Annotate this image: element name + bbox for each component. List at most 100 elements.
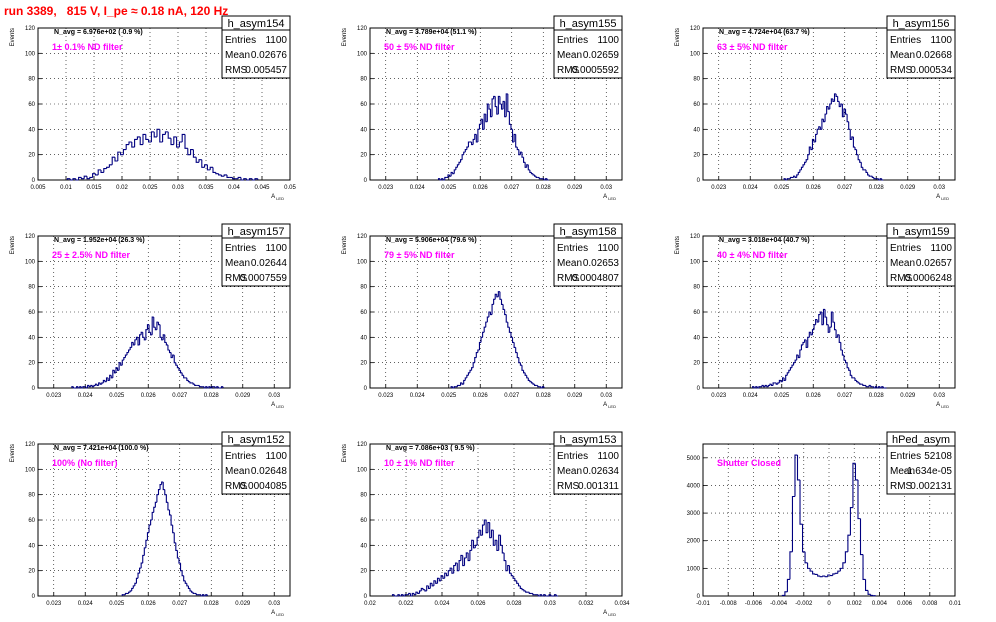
- histogram-bin: [464, 377, 467, 381]
- histogram-bin: [752, 386, 755, 388]
- x-tick-label: 0.024: [743, 393, 759, 399]
- histogram-bin: [409, 593, 413, 597]
- histogram-bin: [786, 372, 789, 376]
- histogram-bin: [508, 327, 511, 333]
- x-axis-label: A LED: [603, 402, 616, 409]
- x-tick-label: 0.02: [116, 185, 128, 191]
- histogram-bin: [478, 123, 482, 130]
- histogram-bin: [471, 539, 474, 551]
- histogram-bin: [164, 131, 169, 135]
- histogram-bin: [154, 501, 157, 508]
- histogram-bin: [192, 382, 195, 385]
- histogram-bin: [755, 386, 758, 388]
- histogram-bin: [477, 128, 480, 142]
- histogram-bin: [498, 534, 501, 551]
- histogram-panel: 0.005 0.01 0.015 0.02 0.025 0.03 0.035 0.04 0.04…: [10, 15, 296, 201]
- histogram-bin: [857, 381, 860, 384]
- y-tick-label: 60: [28, 518, 35, 524]
- stats-box: h_asym152 Entries 1100 Mean 0.02648RMS0.0004…: [221, 431, 291, 495]
- histogram-bin: [168, 509, 172, 516]
- y-tick-label: 0: [32, 594, 36, 600]
- histogram-bin: [805, 339, 808, 349]
- y-tick-label: 20: [693, 361, 700, 367]
- histogram-bin: [516, 580, 519, 584]
- histogram-bin: [204, 164, 208, 168]
- y-tick-label: 100: [357, 467, 368, 473]
- histogram-bin: [862, 167, 865, 171]
- histogram-bin: [826, 317, 829, 326]
- histogram-bin: [135, 336, 139, 340]
- x-tick-label: 0.015: [86, 185, 102, 191]
- x-tick-label: 0.005: [30, 185, 46, 191]
- histogram-bin: [82, 386, 85, 388]
- stats-label: Entries: [890, 451, 921, 462]
- histogram-bin: [170, 138, 174, 146]
- stats-value: 0.0005592: [572, 65, 620, 76]
- histogram-bin: [240, 177, 244, 181]
- stats-label: RMS: [890, 481, 913, 492]
- stats-frame: [886, 15, 956, 79]
- histogram-bin: [839, 567, 843, 572]
- navg-label: N_avg = 6.976e+02 ( 0.9 %): [54, 29, 143, 36]
- histogram-bin: [109, 374, 112, 381]
- x-tick-label: 0.03: [933, 393, 945, 399]
- histogram-bin: [116, 367, 120, 371]
- histogram-name: h_asym153: [560, 434, 617, 446]
- y-tick-label: 120: [25, 234, 36, 240]
- histogram-bin: [194, 384, 197, 387]
- histogram-bin: [150, 131, 155, 142]
- x-tick-label: 0.028: [506, 601, 522, 607]
- histogram-bin: [205, 386, 208, 388]
- histogram-bin: [198, 385, 202, 388]
- histogram-bin: [198, 159, 202, 163]
- histogram-bin: [824, 576, 828, 578]
- histogram-bin: [527, 164, 530, 171]
- y-tick-label: 80: [28, 493, 35, 499]
- histogram-bin: [772, 382, 775, 386]
- histogram-panel: 0.02 0.022 0.024 0.026 0.028 0.03 0.032 0.034 0 2…: [342, 431, 630, 617]
- stats-value: 1100: [930, 243, 952, 254]
- histogram-series: [752, 308, 887, 389]
- stats-box: h_asym158 Entries 1100 Mean 0.02653RMS0.0004…: [553, 223, 623, 287]
- histogram-bin: [453, 169, 456, 174]
- histogram-bin: [844, 551, 848, 563]
- histogram-bin: [847, 534, 851, 552]
- histogram-bin: [480, 530, 483, 536]
- histogram-bin: [521, 365, 524, 371]
- histogram-bin: [223, 174, 227, 177]
- y-tick-label: 120: [25, 26, 36, 32]
- histogram-bin: [440, 575, 443, 581]
- histogram-bin: [206, 164, 211, 171]
- stats-box: hPed_asym Entries 52108 Mean-1.634e-05 RMS0.…: [886, 431, 956, 495]
- stats-box: h_asym156 Entries 1100 Mean 0.02668RMS0.0005…: [886, 15, 956, 79]
- histogram-bin: [807, 154, 810, 160]
- histogram-bin: [786, 178, 789, 180]
- histogram-bin: [415, 591, 418, 595]
- stats-value: 0.005457: [245, 65, 287, 76]
- histogram-bin: [546, 178, 549, 181]
- x-tick-label: 0.028: [204, 601, 220, 607]
- x-axis-label: A LED: [271, 610, 284, 617]
- histogram-bin: [488, 104, 491, 110]
- histogram-bin: [856, 380, 859, 383]
- histogram-bin: [512, 575, 515, 579]
- histogram-bin: [815, 133, 818, 142]
- navg-label: N_avg = 3.789e+04 (51.1 %): [386, 29, 477, 36]
- stats-value: 0.0007559: [240, 273, 288, 284]
- histogram-bin: [485, 321, 488, 328]
- x-tick-label: 0.027: [837, 393, 853, 399]
- histogram-bin: [796, 174, 799, 178]
- histogram-bin: [159, 483, 162, 490]
- histogram-bin: [789, 551, 793, 580]
- histogram-bin: [462, 555, 465, 567]
- histogram-bin: [879, 178, 882, 180]
- histogram-bin: [523, 157, 526, 163]
- stats-label: RMS: [557, 273, 580, 284]
- histogram-bin: [801, 524, 806, 553]
- x-axis-label: A LED: [271, 194, 284, 201]
- x-tick-label: 0.029: [235, 393, 251, 399]
- histogram-bin: [400, 594, 404, 596]
- histogram-bin: [431, 583, 434, 587]
- histogram-bin: [456, 164, 459, 168]
- histogram-bin: [469, 369, 472, 373]
